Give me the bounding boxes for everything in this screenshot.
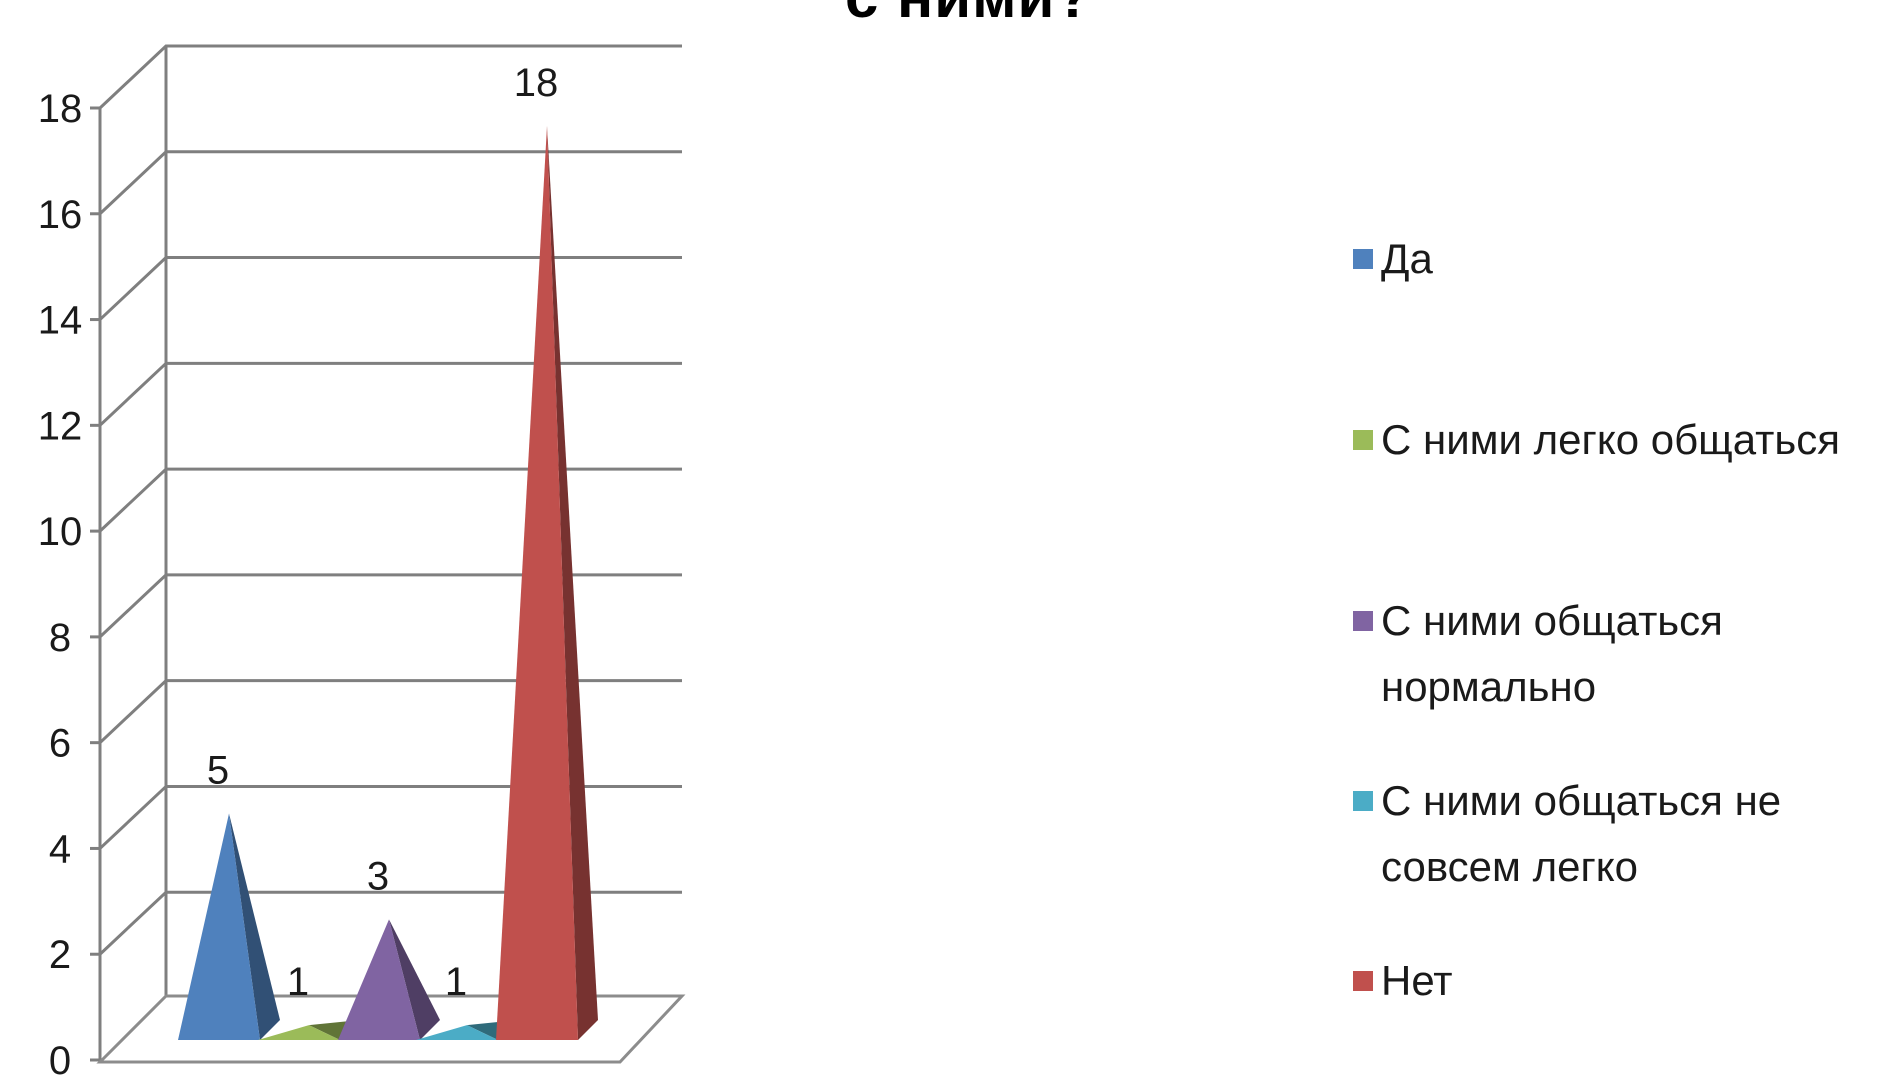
legend-item-easy: С ними легко общаться [1353, 407, 1901, 473]
data-label: 3 [367, 854, 389, 898]
legend-label: С ними общаться нормально [1381, 597, 1723, 710]
legend-label: Да [1381, 235, 1433, 282]
pyramid-front-face [416, 1025, 498, 1040]
pyramid-side-face [547, 126, 598, 1040]
pyramid-side-face [229, 813, 280, 1040]
y-tick-label: 2 [49, 933, 71, 977]
gridline [98, 573, 682, 638]
legend-item-net: Нет [1353, 948, 1901, 1014]
y-tick-label: 4 [49, 827, 71, 871]
legend: Да С ними легко общаться С ними общаться… [1353, 0, 1903, 1078]
gridline [98, 44, 682, 110]
pyramid-front-face [258, 1025, 340, 1040]
gridline [98, 150, 682, 215]
gridline [98, 467, 682, 533]
legend-item-da: Да [1353, 226, 1901, 292]
pyramid-front-face [338, 919, 420, 1040]
y-tick-label: 16 [38, 193, 83, 237]
gridlines [98, 44, 682, 998]
data-label: 18 [514, 61, 559, 105]
pyramid-chart: 0 2 4 6 8 10 12 14 16 18 5 1 3 1 18 [38, 44, 686, 1078]
bars [178, 126, 598, 1040]
y-tick-label: 8 [49, 616, 71, 660]
gridline [98, 784, 682, 850]
legend-swatch [1353, 971, 1373, 991]
legend-swatch [1353, 430, 1373, 450]
pyramid-side-face [389, 919, 440, 1040]
data-labels: 5 1 3 1 18 [207, 61, 558, 1004]
pyramid-front-face [496, 126, 578, 1040]
legend-item-not-easy: С ними общаться не совсем легко [1353, 768, 1901, 900]
data-label: 1 [445, 960, 467, 1004]
y-tick-label: 0 [49, 1039, 71, 1078]
gridline [98, 361, 682, 427]
y-tick-label: 6 [49, 722, 71, 766]
legend-swatch [1353, 791, 1373, 811]
data-label: 1 [287, 960, 309, 1004]
y-tick-label: 12 [38, 404, 83, 448]
y-axis: 0 2 4 6 8 10 12 14 16 18 [38, 87, 102, 1078]
gridline [98, 679, 682, 744]
legend-swatch [1353, 249, 1373, 269]
legend-label: Нет [1381, 957, 1453, 1004]
pyramid-front-face [178, 813, 260, 1040]
y-tick-label: 10 [38, 510, 83, 554]
legend-swatch [1353, 611, 1373, 631]
gridline [98, 256, 682, 321]
page-title: с ними? [845, 0, 1093, 31]
legend-item-normal: С ними общаться нормально [1353, 588, 1901, 720]
legend-label: С ними легко общаться [1381, 416, 1840, 463]
data-label: 5 [207, 749, 229, 793]
y-tick-label: 18 [38, 87, 83, 131]
y-tick-label: 14 [38, 299, 83, 343]
legend-label: С ними общаться не совсем легко [1381, 777, 1782, 890]
